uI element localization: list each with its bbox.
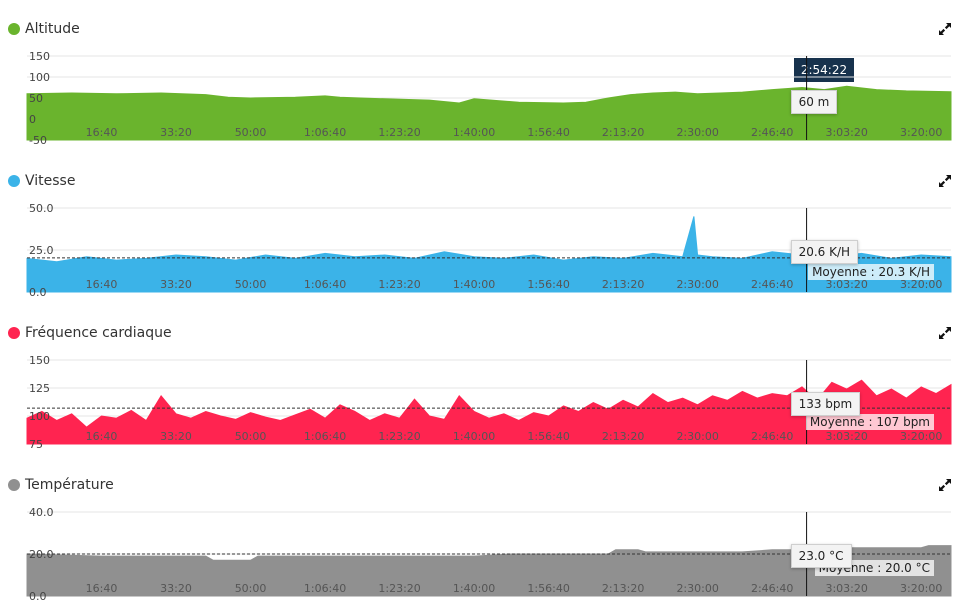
speed-x-tick-label: 3:03:20 <box>825 278 867 291</box>
speed-x-tick-label: 2:46:40 <box>751 278 793 291</box>
temperature-panel: Température 40.0 20.0 0.0 16:40 33:20 50:00 1:0… <box>0 456 964 608</box>
altitude-x-tick-label: 3:03:20 <box>825 126 867 139</box>
altitude-x-tick-label: 1:56:40 <box>527 126 569 139</box>
temperature-y-tick-label: 20.0 <box>29 548 54 561</box>
speed-x-tick-label: 16:40 <box>86 278 118 291</box>
temperature-x-tick-label: 1:23:20 <box>378 582 420 595</box>
altitude-y-tick-label: 100 <box>29 71 50 84</box>
temperature-y-tick-label: 0.0 <box>29 590 47 603</box>
speed-x-tick-label: 1:40:00 <box>453 278 495 291</box>
speed-x-tick-label: 1:06:40 <box>304 278 346 291</box>
speed-y-tick-label: 25.0 <box>29 244 54 257</box>
speed-x-tick-label: 33:20 <box>160 278 192 291</box>
heart-rate-x-tick-label: 2:13:20 <box>602 430 644 443</box>
altitude-y-tick-label: 0 <box>29 113 36 126</box>
altitude-series-area <box>26 85 952 141</box>
temperature-x-tick-label: 16:40 <box>86 582 118 595</box>
altitude-x-tick-label: 2:46:40 <box>751 126 793 139</box>
altitude-panel: Altitude 150 100 50 0 -50 16:40 33:20 50:00 1:06:… <box>0 0 964 152</box>
altitude-x-tick-label: 3:20:00 <box>900 126 942 139</box>
expand-icon[interactable] <box>938 174 952 188</box>
altitude-x-tick-label: 2:30:00 <box>676 126 718 139</box>
heart-rate-x-tick-label: 2:46:40 <box>751 430 793 443</box>
heart-rate-title: Fréquence cardiaque <box>25 325 172 341</box>
heart-rate-y-tick-label: 100 <box>29 410 50 423</box>
temperature-x-tick-label: 2:30:00 <box>676 582 718 595</box>
heart-rate-y-tick-label: 125 <box>29 382 50 395</box>
speed-title: Vitesse <box>25 173 76 189</box>
temperature-x-tick-label: 33:20 <box>160 582 192 595</box>
temperature-title-row: Température <box>8 476 114 494</box>
expand-icon[interactable] <box>938 22 952 36</box>
heart-rate-x-tick-label: 16:40 <box>86 430 118 443</box>
expand-icon[interactable] <box>938 326 952 340</box>
temperature-x-tick-label: 3:03:20 <box>825 582 867 595</box>
speed-y-tick-label: 0.0 <box>29 286 47 299</box>
heart-rate-x-tick-label: 50:00 <box>235 430 267 443</box>
altitude-title: Altitude <box>25 21 80 37</box>
speed-average-label: Moyenne : 20.3 K/H <box>808 263 934 280</box>
altitude-x-tick-label: 1:40:00 <box>453 126 495 139</box>
heart-rate-chart[interactable]: 150 125 100 75 16:40 33:20 50:00 1:06:40 1:23:20… <box>0 304 964 456</box>
speed-panel: Vitesse 50.0 25.0 0.0 16:40 33:20 50:00 1:06:40… <box>0 152 964 304</box>
temperature-title: Température <box>25 477 114 493</box>
temperature-x-tick-label: 3:20:00 <box>900 582 942 595</box>
temperature-x-tick-label: 1:40:00 <box>453 582 495 595</box>
heart-rate-x-tick-label: 3:03:20 <box>825 430 867 443</box>
speed-x-tick-label: 1:23:20 <box>378 278 420 291</box>
heart-rate-x-tick-label: 3:20:00 <box>900 430 942 443</box>
speed-chart[interactable]: 50.0 25.0 0.0 16:40 33:20 50:00 1:06:40 1:23:20… <box>0 152 964 304</box>
heart-rate-y-tick-label: 150 <box>29 354 50 367</box>
altitude-y-tick-label: 50 <box>29 92 43 105</box>
speed-x-tick-label: 3:20:00 <box>900 278 942 291</box>
altitude-legend-dot <box>8 23 20 35</box>
speed-x-tick-label: 2:13:20 <box>602 278 644 291</box>
heart-rate-x-tick-label: 1:06:40 <box>304 430 346 443</box>
speed-title-row: Vitesse <box>8 172 75 190</box>
altitude-x-tick-label: 1:06:40 <box>304 126 346 139</box>
speed-tooltip: 20.6 K/H <box>790 240 859 264</box>
temperature-chart[interactable]: 40.0 20.0 0.0 16:40 33:20 50:00 1:06:40 1:23:20… <box>0 456 964 608</box>
speed-x-tick-label: 2:30:00 <box>676 278 718 291</box>
heart-rate-x-tick-label: 1:40:00 <box>453 430 495 443</box>
altitude-y-tick-label: -50 <box>29 134 47 147</box>
altitude-x-tick-label: 16:40 <box>86 126 118 139</box>
speed-x-tick-label: 1:56:40 <box>527 278 569 291</box>
temperature-x-tick-label: 1:06:40 <box>304 582 346 595</box>
heart-rate-x-tick-label: 1:56:40 <box>527 430 569 443</box>
altitude-tooltip: 60 m <box>790 90 838 114</box>
heart-rate-panel: Fréquence cardiaque 150 125 100 75 16:40 33:20… <box>0 304 964 456</box>
speed-legend-dot <box>8 175 20 187</box>
cursor-time-label: 2:54:22 <box>794 58 854 82</box>
heart-rate-y-tick-label: 75 <box>29 438 43 451</box>
heart-rate-average-label: Moyenne : 107 bpm <box>805 414 934 431</box>
altitude-x-tick-label: 2:13:20 <box>602 126 644 139</box>
altitude-x-tick-label: 33:20 <box>160 126 192 139</box>
temperature-y-tick-label: 40.0 <box>29 506 54 519</box>
temperature-x-tick-label: 1:56:40 <box>527 582 569 595</box>
speed-x-tick-label: 50:00 <box>235 278 267 291</box>
heart-rate-x-tick-label: 1:23:20 <box>378 430 420 443</box>
altitude-x-tick-label: 50:00 <box>235 126 267 139</box>
heart-rate-legend-dot <box>8 327 20 339</box>
altitude-y-tick-label: 150 <box>29 50 50 63</box>
speed-y-tick-label: 50.0 <box>29 202 54 215</box>
temperature-x-tick-label: 50:00 <box>235 582 267 595</box>
altitude-x-tick-label: 1:23:20 <box>378 126 420 139</box>
heart-rate-title-row: Fréquence cardiaque <box>8 324 172 342</box>
expand-icon[interactable] <box>938 478 952 492</box>
temperature-tooltip: 23.0 °C <box>790 544 852 568</box>
temperature-legend-dot <box>8 479 20 491</box>
temperature-x-tick-label: 2:13:20 <box>602 582 644 595</box>
altitude-title-row: Altitude <box>8 20 80 38</box>
altitude-chart[interactable]: 150 100 50 0 -50 16:40 33:20 50:00 1:06:40 1:23:2… <box>0 0 964 152</box>
heart-rate-tooltip: 133 bpm <box>790 392 861 416</box>
temperature-x-tick-label: 2:46:40 <box>751 582 793 595</box>
heart-rate-x-tick-label: 33:20 <box>160 430 192 443</box>
heart-rate-x-tick-label: 2:30:00 <box>676 430 718 443</box>
